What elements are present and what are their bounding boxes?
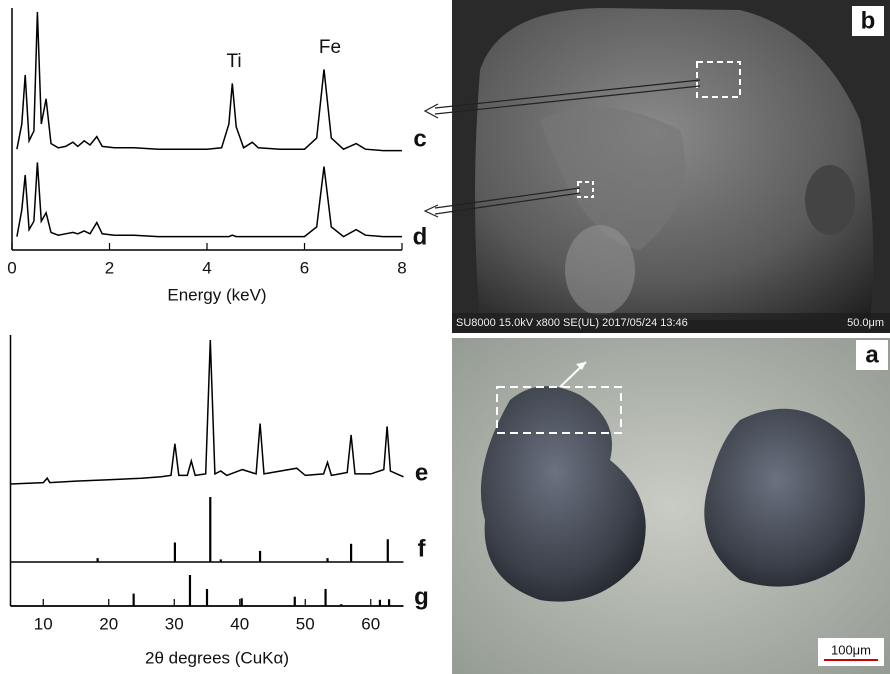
series-label: d <box>413 223 428 250</box>
sem-image <box>452 0 890 333</box>
series-label: c <box>413 125 426 152</box>
figure: b a SU8000 15.0kV x800 SE(UL) 2017/05/24… <box>0 0 890 674</box>
scale-bar-label: 50.0μm <box>847 317 884 329</box>
series-label: e <box>415 459 428 486</box>
spectrum-line <box>17 12 402 151</box>
series-label: g <box>414 583 429 610</box>
panel-label: a <box>865 341 879 368</box>
series-label: f <box>418 535 427 562</box>
x-tick-label: 50 <box>296 614 315 633</box>
optical-image <box>452 338 890 674</box>
x-tick-label: 8 <box>397 258 406 277</box>
x-axis-label: Energy (keV) <box>167 285 266 304</box>
x-axis-label: 2θ degrees (CuKα) <box>145 648 289 667</box>
panel-label: b <box>861 7 876 34</box>
x-tick-label: 4 <box>202 258 211 277</box>
x-tick-label: 20 <box>99 614 118 633</box>
peak-annotation: Ti <box>226 51 241 72</box>
x-tick-label: 40 <box>230 614 249 633</box>
peak-annotation: Fe <box>319 37 341 58</box>
spectrum-line <box>17 162 402 236</box>
x-tick-label: 10 <box>34 614 53 633</box>
sem-info: SU8000 15.0kV x800 SE(UL) 2017/05/24 13:… <box>456 317 688 329</box>
scale-bar-label: 100μm <box>831 642 871 657</box>
spectrum-line <box>11 340 404 484</box>
x-tick-label: 60 <box>361 614 380 633</box>
x-tick-label: 2 <box>105 258 114 277</box>
x-tick-label: 30 <box>165 614 184 633</box>
x-tick-label: 6 <box>300 258 309 277</box>
x-tick-label: 0 <box>7 258 16 277</box>
